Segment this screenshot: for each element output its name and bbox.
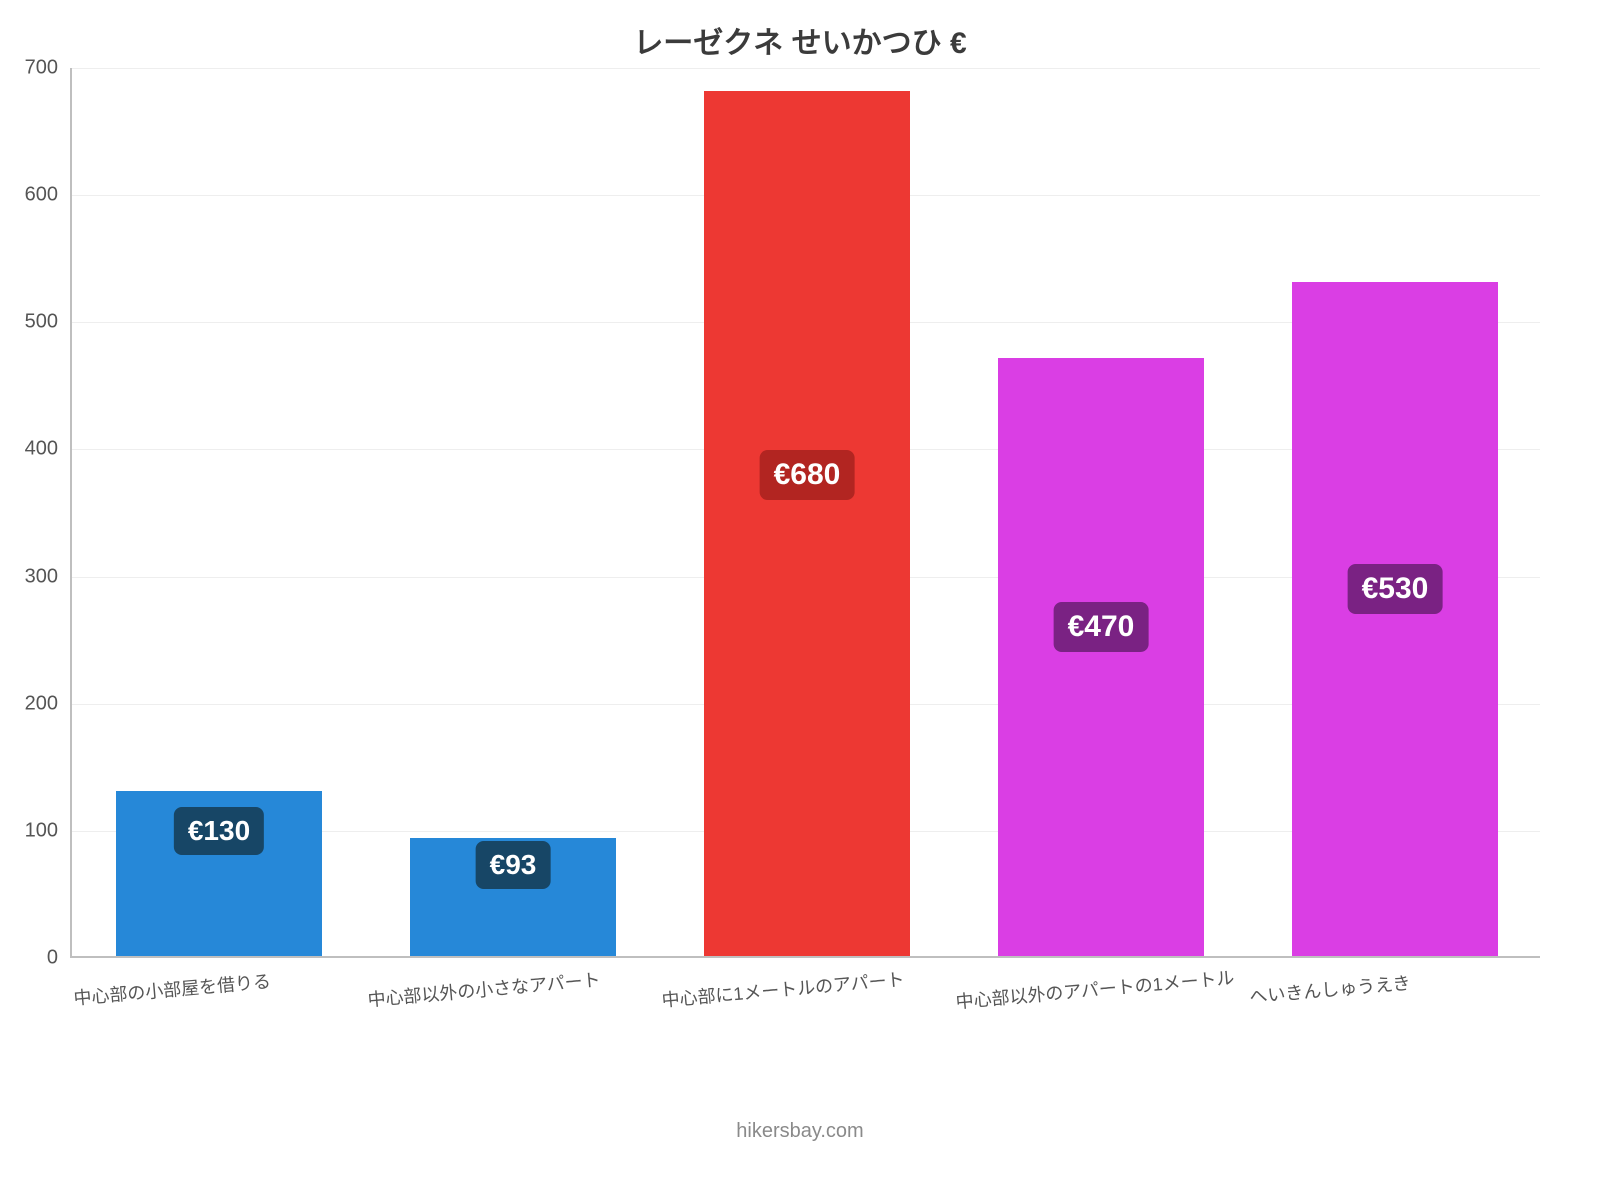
- gridline: [72, 68, 1540, 69]
- y-tick-label: 200: [0, 692, 58, 715]
- value-badge: €470: [1054, 602, 1149, 652]
- y-tick-label: 0: [0, 947, 58, 970]
- value-badge: €680: [760, 450, 855, 500]
- value-badge: €130: [174, 807, 264, 855]
- y-tick-label: 400: [0, 438, 58, 461]
- chart-title: レーゼクネ せいかつひ €: [0, 18, 1600, 62]
- plot-area: 0100200300400500600700€130中心部の小部屋を借りる€93…: [70, 68, 1540, 958]
- x-tick-label: 中心部以外のアパートの1メートル: [955, 964, 1236, 1014]
- y-tick-label: 600: [0, 184, 58, 207]
- y-tick-label: 300: [0, 565, 58, 588]
- y-tick-label: 500: [0, 311, 58, 334]
- x-tick-label: 中心部に1メートルのアパート: [660, 965, 905, 1012]
- bar: [704, 91, 910, 956]
- x-tick-label: 中心部以外の小さなアパート: [366, 966, 601, 1012]
- y-tick-label: 700: [0, 57, 58, 80]
- x-tick-label: 中心部の小部屋を借りる: [72, 967, 272, 1010]
- value-badge: €530: [1348, 564, 1443, 614]
- x-tick-label: へいきんしゅうえき: [1248, 969, 1411, 1009]
- footer-attribution: hikersbay.com: [0, 1120, 1600, 1143]
- value-badge: €93: [476, 841, 551, 889]
- y-tick-label: 100: [0, 819, 58, 842]
- bar: [1292, 282, 1498, 956]
- bar: [998, 358, 1204, 956]
